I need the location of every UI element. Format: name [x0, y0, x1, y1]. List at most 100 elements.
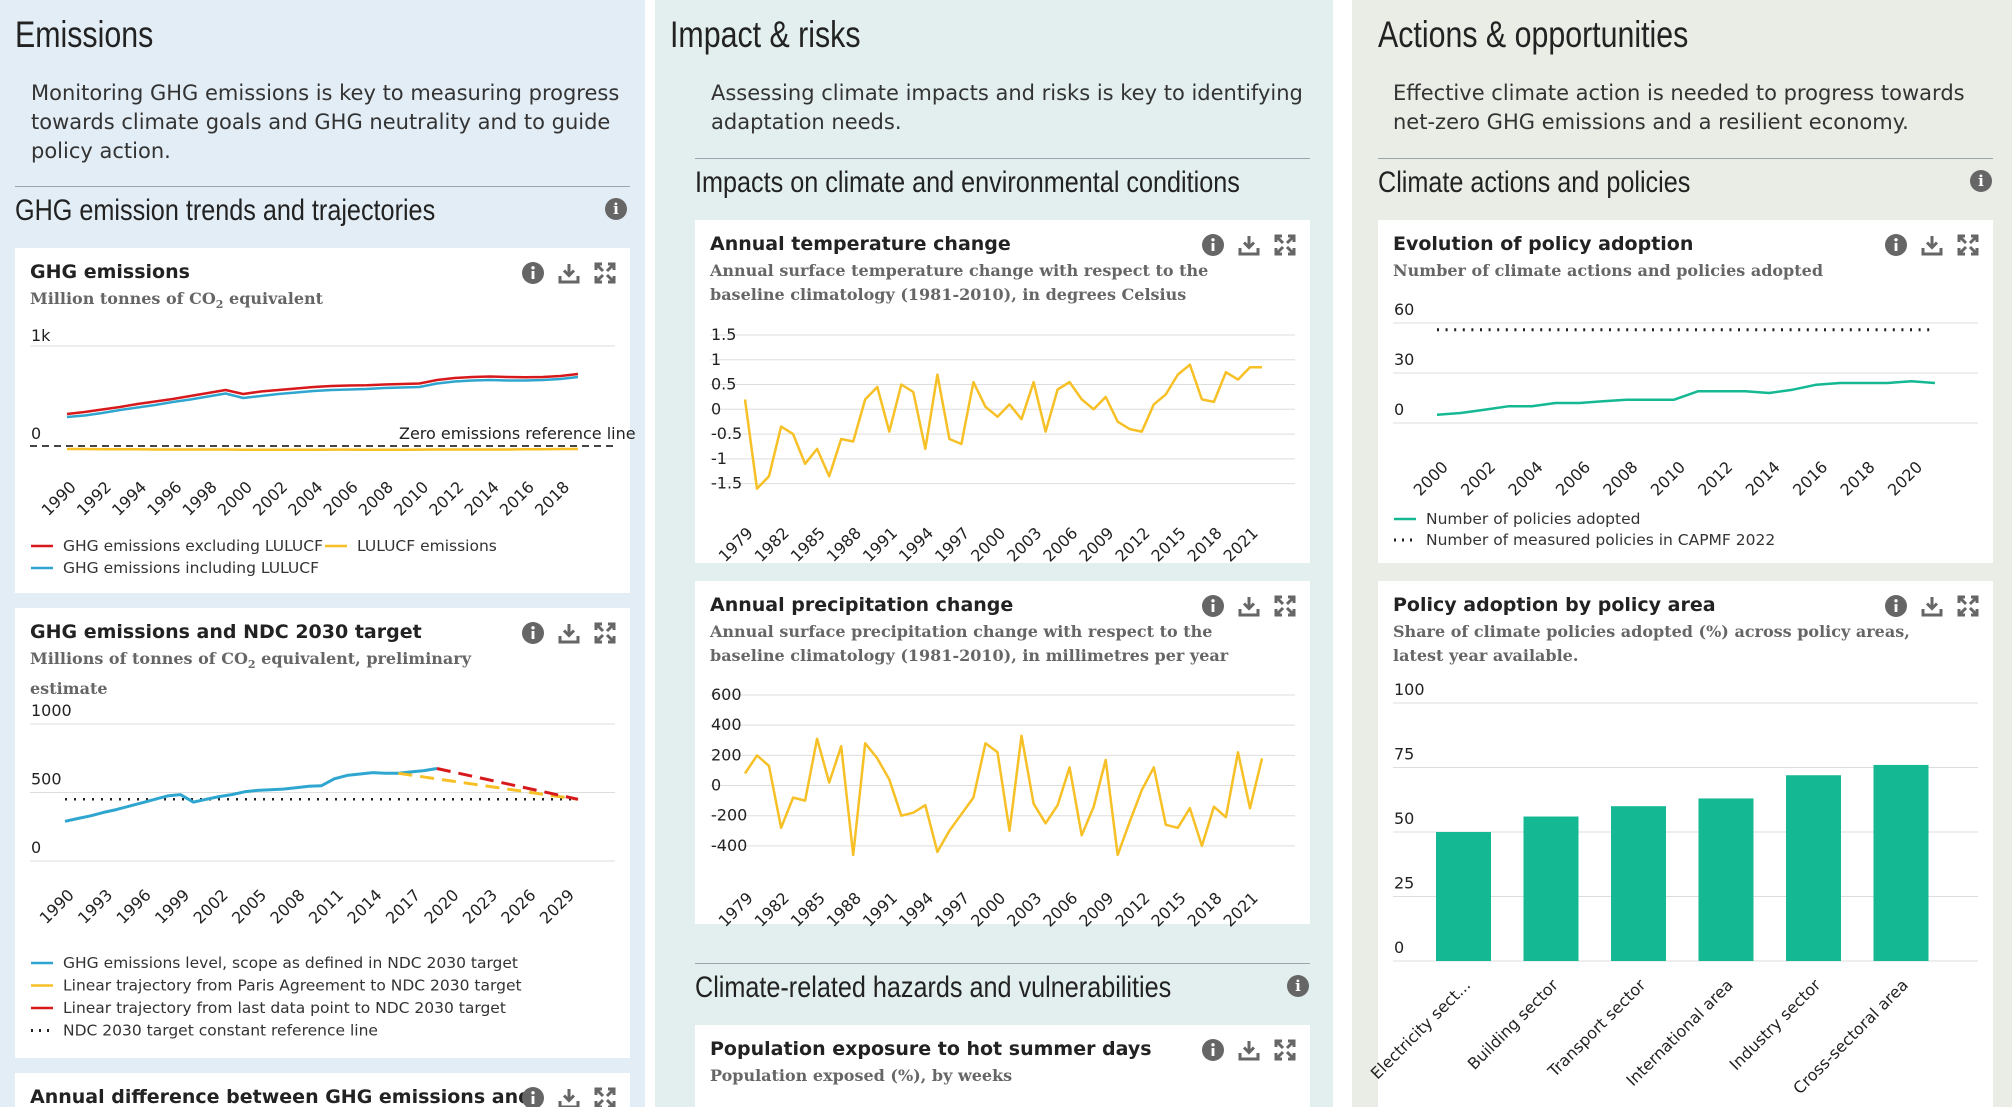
download-icon[interactable] [1920, 594, 1944, 618]
y-tick-label: 400 [711, 715, 742, 734]
info-icon[interactable] [1201, 1038, 1225, 1062]
info-icon[interactable] [1201, 233, 1225, 257]
actions-heading: Actions & opportunities [1378, 14, 1689, 55]
x-tick-label: 2006 [1039, 523, 1081, 565]
x-tick-label: 1997 [931, 888, 973, 930]
x-tick-label: 2018 [531, 477, 573, 519]
x-tick-label: 2005 [228, 885, 270, 927]
info-icon[interactable]: i [1970, 170, 1992, 192]
legend-item: LULUCF emissions [357, 537, 497, 555]
x-tick-label: 2002 [249, 477, 291, 519]
x-tick-label: 2002 [1457, 457, 1499, 499]
x-tick-label: 1985 [787, 888, 829, 930]
series-line [66, 372, 579, 416]
x-tick-label: 1996 [113, 885, 155, 927]
series-line [1436, 380, 1936, 416]
policy-area-card: Policy adoption by policy area Share of … [1367, 581, 1993, 1107]
info-icon[interactable] [1884, 594, 1908, 618]
series-line [66, 375, 579, 419]
info-icon[interactable] [521, 1086, 545, 1107]
x-tick-label: 2020 [420, 885, 462, 927]
x-tick-label: 1993 [74, 885, 116, 927]
y-tick-label: 60 [1394, 300, 1414, 319]
info-icon[interactable] [521, 621, 545, 645]
x-tick-label: 2018 [1184, 523, 1226, 565]
section-divider [695, 158, 1310, 159]
x-tick-label: 2003 [1003, 523, 1045, 565]
x-tick-label: 2029 [536, 885, 578, 927]
x-tick-label: 2010 [390, 477, 432, 519]
card-subtitle: Share of climate policies adopted (%) ac… [1393, 622, 1910, 665]
impacts-heading: Impact & risks [670, 14, 861, 55]
section-title: Impacts on climate and environmental con… [695, 166, 1240, 199]
x-tick-label: 2012 [1111, 523, 1153, 565]
ghg-emissions-chart: 1k 0 Zero emissions reference line 19901… [30, 326, 636, 577]
x-tick-label: 1991 [859, 523, 901, 565]
section-divider [695, 963, 1310, 964]
x-tick-label: 1994 [895, 523, 937, 565]
y-tick-label: 1k [31, 326, 51, 345]
x-tick-label: 2016 [1789, 457, 1831, 499]
download-icon[interactable] [1237, 233, 1261, 257]
expand-icon[interactable] [1273, 1038, 1297, 1062]
y-tick-label: 50 [1394, 809, 1414, 828]
card-subtitle: Millions of tonnes of CO2 equivalent, pr… [30, 649, 471, 699]
x-tick-label: 1988 [823, 523, 865, 565]
ghg-ndc-card: GHG emissions and NDC 2030 target Millio… [15, 608, 630, 1058]
legend-item: Linear trajectory from last data point t… [63, 999, 506, 1017]
section-title: Climate-related hazards and vulnerabilit… [695, 971, 1172, 1004]
x-tick-label: 2014 [460, 477, 502, 519]
download-icon[interactable] [1237, 594, 1261, 618]
x-tick-label: 1997 [931, 523, 973, 565]
x-tick-label: 1991 [859, 888, 901, 930]
x-category-label: Building sector [1464, 975, 1562, 1073]
annual-difference-card: Annual difference between GHG emissions … [15, 1073, 630, 1107]
card-toolbar [1201, 233, 1297, 257]
section-title: GHG emission trends and trajectories [15, 194, 436, 227]
info-icon[interactable] [1884, 233, 1908, 257]
expand-icon[interactable] [1956, 233, 1980, 257]
bar [1436, 832, 1491, 961]
temperature-card: Annual temperature change Annual surface… [695, 220, 1310, 566]
expand-icon[interactable] [593, 1086, 617, 1107]
expand-icon[interactable] [593, 621, 617, 645]
x-tick-label: 2006 [1552, 457, 1594, 499]
download-icon[interactable] [1920, 233, 1944, 257]
x-tick-label: 2012 [1694, 457, 1736, 499]
x-tick-label: 2026 [497, 885, 539, 927]
x-tick-label: 1992 [73, 477, 115, 519]
y-tick-label: 0 [1394, 400, 1404, 419]
x-tick-label: 2023 [459, 885, 501, 927]
expand-icon[interactable] [1273, 233, 1297, 257]
impacts-column: Impact & risks Assessing climate impacts… [655, 0, 1333, 1107]
emissions-heading: Emissions [15, 14, 154, 55]
bar [1523, 816, 1579, 961]
reference-line-label: Zero emissions reference line [399, 424, 636, 443]
x-tick-label: 2015 [1147, 888, 1189, 930]
x-tick-label: 1998 [179, 477, 221, 519]
info-icon[interactable]: i [605, 198, 627, 220]
y-tick-label: 0 [31, 838, 41, 857]
expand-icon[interactable] [1956, 594, 1980, 618]
download-icon[interactable] [1237, 1038, 1261, 1062]
download-icon[interactable] [557, 261, 581, 285]
download-icon[interactable] [557, 621, 581, 645]
x-tick-label: 2011 [305, 885, 347, 927]
x-tick-label: 2000 [214, 477, 256, 519]
download-icon[interactable] [557, 1086, 581, 1107]
x-tick-label: 2004 [284, 477, 326, 519]
card-title: Annual difference between GHG emissions … [30, 1086, 532, 1107]
card-subtitle: Million tonnes of CO2 equivalent [30, 289, 324, 312]
card-title: Population exposure to hot summer days [710, 1038, 1152, 1060]
expand-icon[interactable] [593, 261, 617, 285]
y-tick-label: 1000 [31, 701, 72, 720]
info-icon[interactable] [1201, 594, 1225, 618]
info-icon[interactable]: i [1287, 975, 1309, 997]
expand-icon[interactable] [1273, 594, 1297, 618]
x-tick-label: 2017 [382, 885, 424, 927]
x-tick-label: 2010 [1647, 457, 1689, 499]
info-icon[interactable] [521, 261, 545, 285]
legend-item: GHG emissions including LULUCF [63, 559, 319, 577]
legend-item: NDC 2030 target constant reference line [63, 1022, 378, 1040]
